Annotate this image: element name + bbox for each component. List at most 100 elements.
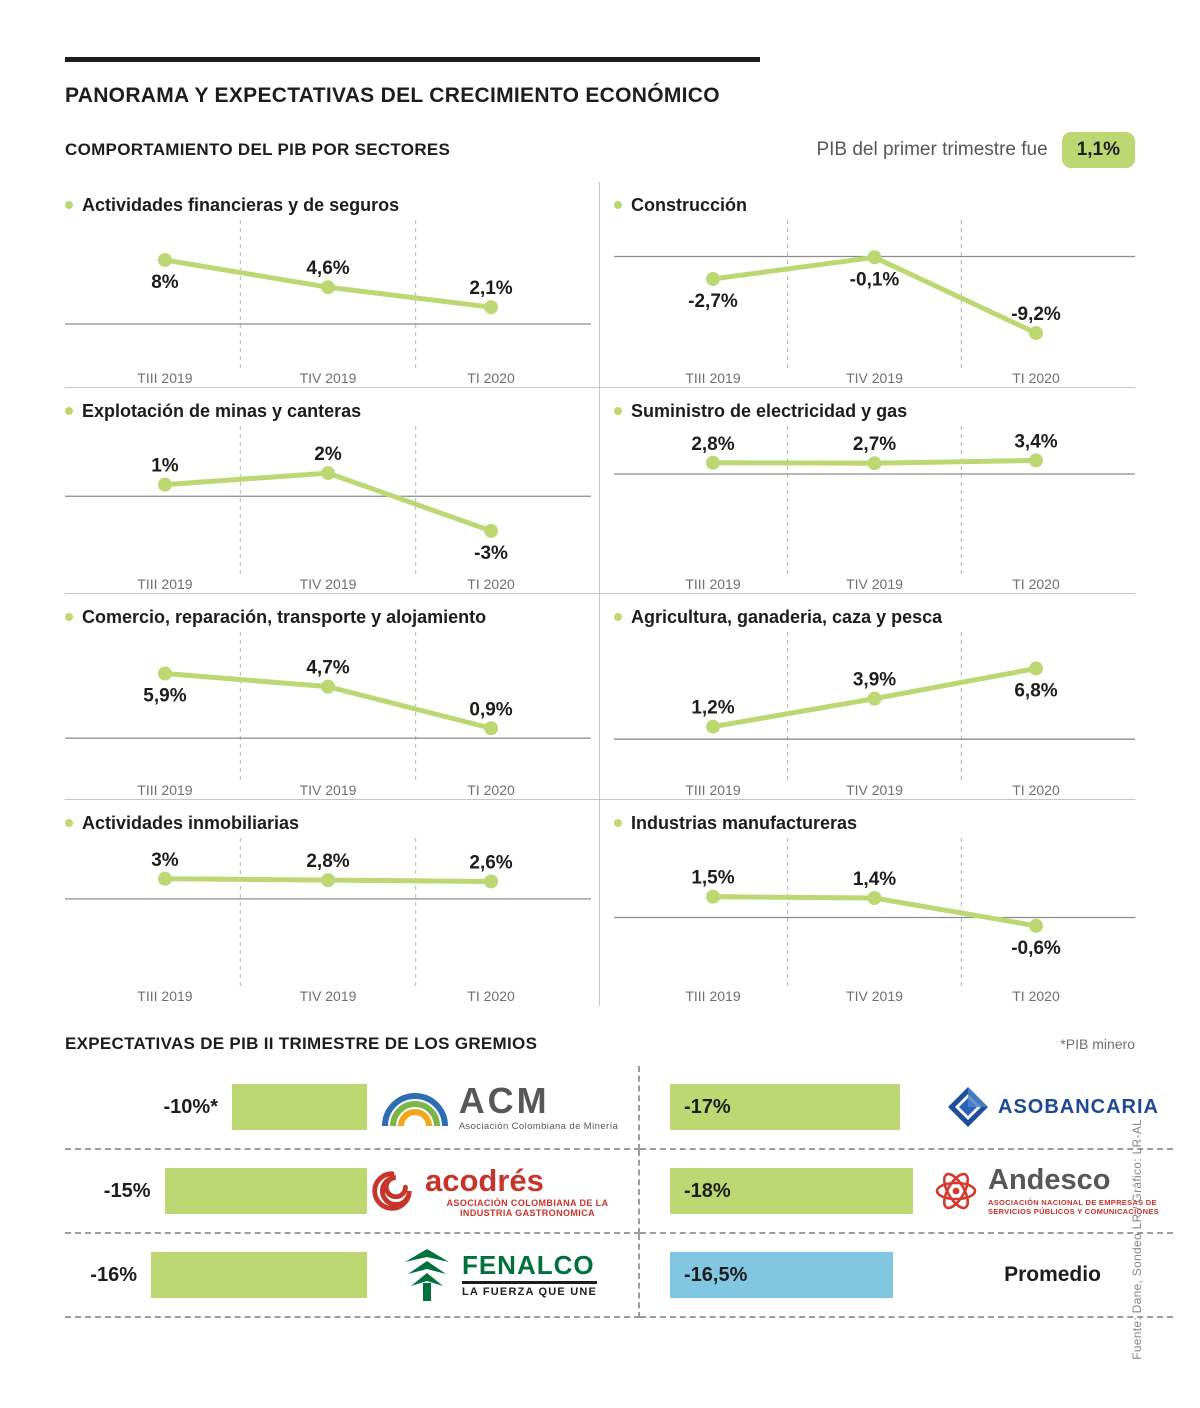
data-point <box>157 666 172 681</box>
andesco-atom-icon <box>935 1172 977 1210</box>
x-axis-tick: TIII 2019 <box>685 988 741 1004</box>
value-label: 1% <box>151 456 179 477</box>
bullet-icon <box>614 613 622 621</box>
data-point <box>484 721 499 736</box>
expectation-bar-asobancaria: -17% <box>670 1084 900 1130</box>
pib-q1-note: PIB del primer trimestre fue 1,1% <box>816 132 1135 168</box>
section-header-row: COMPORTAMIENTO DEL PIB POR SECTORES PIB … <box>65 132 1135 168</box>
bullet-icon <box>65 201 73 209</box>
expectation-value-andesco: -18% <box>684 1179 731 1202</box>
expectation-value-acodres: -15% <box>103 1179 151 1202</box>
chart-title-row: Comercio, reparación, transporte y aloja… <box>65 604 591 630</box>
value-label: 1,4% <box>853 869 896 890</box>
expectation-acodres: -15% acodrés ASOCIACIÓN COLOMBIANA DE LA… <box>65 1150 640 1234</box>
x-axis-tick: TI 2020 <box>467 370 515 386</box>
value-label: 2,8% <box>691 434 734 455</box>
chart-title-row: Suministro de electricidad y gas <box>614 398 1135 424</box>
expectation-value-promedio: -16,5% <box>684 1263 748 1286</box>
bar-zone: -18% <box>670 1168 932 1214</box>
promedio-label: Promedio <box>1004 1263 1101 1286</box>
chart-cell-minas-canteras: Explotación de minas y canteras 1% 2% -3% … <box>65 388 600 594</box>
chart-title: Industrias manufactureras <box>631 812 858 833</box>
section-pib-sectors-title: COMPORTAMIENTO DEL PIB POR SECTORES <box>65 140 451 159</box>
x-axis-tick: TIV 2019 <box>846 576 903 592</box>
x-axis-tick: TI 2020 <box>1012 988 1060 1004</box>
x-axis-tick: TIII 2019 <box>137 576 193 592</box>
chart-cell-agricultura: Agricultura, ganaderia, caza y pesca 1,2… <box>600 594 1135 800</box>
data-point <box>321 466 335 481</box>
bar-zone: -15% <box>65 1168 367 1214</box>
x-axis-tick: TI 2020 <box>1012 576 1060 592</box>
chart-title: Agricultura, ganaderia, caza y pesca <box>631 606 943 627</box>
data-point <box>705 719 720 734</box>
chart-cell-manufactureras: Industrias manufactureras 1,5% 1,4% -0,6% … <box>600 800 1135 1006</box>
data-point <box>705 455 720 470</box>
source-credit: Fuente: Dane, Sondeo LR / Gráfico: LR-AL <box>1130 1119 1144 1360</box>
data-point <box>705 271 720 286</box>
andesco-caption: ASOCIACIÓN NACIONAL DE EMPRESAS DE SERVI… <box>988 1198 1159 1216</box>
acodres-caption: ASOCIACIÓN COLOMBIANA DE LA INDUSTRIA GA… <box>446 1197 609 1218</box>
x-axis-labels: TIII 2019 TIV 2019 TI 2020 <box>65 370 591 388</box>
x-axis-tick: TI 2020 <box>1012 370 1060 386</box>
chart-title-row: Actividades inmobiliarias <box>65 810 591 836</box>
chart-cell-actividades-financieras: Actividades financieras y de seguros 8% 4… <box>65 182 600 388</box>
line-chart-comercio-transporte: 5,9% 4,7% 0,9% <box>65 632 591 782</box>
acm-wordmark: ACM <box>458 1079 550 1121</box>
acm-caption: Asociación Colombiana de Minería <box>458 1120 619 1132</box>
expectation-fenalco: -16% FENALCO LA FUERZA QUE UNE <box>65 1234 640 1318</box>
data-point <box>321 280 335 295</box>
data-point <box>867 456 882 471</box>
x-axis-labels: TIII 2019 TIV 2019 TI 2020 <box>614 370 1135 388</box>
data-point <box>1029 918 1044 933</box>
value-label: 3% <box>151 850 179 871</box>
expectation-value-fenalco: -16% <box>90 1263 137 1286</box>
expectations-grid: -10%* ACM Asociación Colombiana de Miner… <box>65 1066 1173 1318</box>
value-label: 8% <box>151 272 179 293</box>
line-chart-actividades-financieras: 8% 4,6% 2,1% <box>65 220 591 370</box>
trend-line <box>162 470 494 534</box>
x-axis-tick: TI 2020 <box>467 576 515 592</box>
bar-zone: -17% <box>670 1084 932 1130</box>
value-label: 2,6% <box>469 852 512 873</box>
bar-zone: -16% <box>65 1252 367 1298</box>
x-axis-tick: TIII 2019 <box>137 370 193 386</box>
bullet-icon <box>65 819 73 827</box>
data-point <box>705 889 720 904</box>
chart-cell-electricidad-gas: Suministro de electricidad y gas 2,8% 2,7… <box>600 388 1135 594</box>
section-expectations-title: EXPECTATIVAS DE PIB II TRIMESTRE DE LOS … <box>65 1034 538 1053</box>
expectation-bar-promedio: -16,5% <box>670 1252 893 1298</box>
x-axis-tick: TIV 2019 <box>299 782 357 798</box>
x-axis-tick: TIII 2019 <box>685 782 741 798</box>
chart-cell-comercio-transporte: Comercio, reparación, transporte y aloja… <box>65 594 600 800</box>
data-point <box>867 891 882 906</box>
acm-arc-icon <box>381 1093 448 1127</box>
bullet-icon <box>65 613 73 621</box>
chart-title-row: Construcción <box>614 192 1135 218</box>
chart-cell-inmobiliarias: Actividades inmobiliarias 3% 2,8% 2,6% TII… <box>65 800 600 1006</box>
fenalco-emblem-icon <box>404 1249 449 1301</box>
sector-charts-grid: Actividades financieras y de seguros 8% 4… <box>65 182 1135 1006</box>
fenalco-caption: LA FUERZA QUE UNE <box>461 1286 598 1298</box>
x-axis-tick: TIV 2019 <box>846 988 903 1004</box>
expectation-acm: -10%* ACM Asociación Colombiana de Miner… <box>65 1066 640 1150</box>
fenalco-wordmark: FENALCO <box>461 1250 595 1280</box>
line-chart-construccion: -2,7% -0,1% -9,2% <box>614 220 1135 370</box>
data-point <box>321 679 335 694</box>
acodres-spiral-icon <box>372 1171 412 1211</box>
data-point <box>321 873 335 888</box>
line-chart-agricultura: 1,2% 3,9% 6,8% <box>614 632 1135 782</box>
value-label: 2,8% <box>306 851 349 872</box>
bar-zone: -16,5% <box>670 1252 932 1298</box>
x-axis-tick: TIII 2019 <box>685 370 741 386</box>
asobancaria-diamond-icon <box>948 1087 988 1127</box>
expectation-andesco: -18% Andesco ASOCIACIÓN NACIONAL DE EMPR… <box>640 1150 1173 1234</box>
x-axis-tick: TIV 2019 <box>299 370 357 386</box>
data-point <box>484 300 499 315</box>
chart-title: Suministro de electricidad y gas <box>631 400 908 421</box>
expectation-bar-fenalco <box>151 1252 367 1298</box>
line-chart-inmobiliarias: 3% 2,8% 2,6% <box>65 838 591 988</box>
andesco-logo: Andesco ASOCIACIÓN NACIONAL DE EMPRESAS … <box>932 1166 1173 1216</box>
data-point <box>157 253 172 267</box>
chart-title: Comercio, reparación, transporte y aloja… <box>82 606 487 627</box>
x-axis-labels: TIII 2019 TIV 2019 TI 2020 <box>614 988 1135 1006</box>
